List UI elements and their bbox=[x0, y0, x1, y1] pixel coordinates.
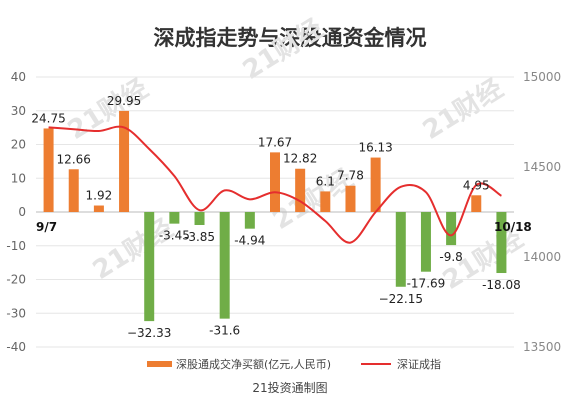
left-tick-label: 40 bbox=[11, 70, 26, 84]
bar bbox=[244, 212, 255, 229]
bar-value-label: -3.45 bbox=[159, 229, 190, 243]
left-tick-label: 0 bbox=[18, 205, 26, 219]
bar bbox=[270, 152, 280, 212]
bar-value-label: 16.13 bbox=[358, 141, 392, 155]
bar bbox=[420, 212, 431, 272]
bar-value-label: 17.67 bbox=[258, 135, 292, 149]
bar bbox=[295, 168, 306, 212]
line-series bbox=[48, 125, 502, 244]
bar bbox=[370, 157, 381, 212]
bar bbox=[320, 191, 331, 212]
right-axis: 13500 14000 14500 15000 bbox=[523, 70, 561, 354]
bar-value-label: -4.94 bbox=[234, 234, 265, 248]
bar bbox=[219, 212, 230, 319]
bar bbox=[43, 128, 54, 212]
bar-value-label: 6.1 bbox=[316, 174, 335, 188]
bar-value-label: −22.15 bbox=[379, 292, 423, 306]
right-tick-label: 14500 bbox=[523, 160, 561, 174]
data-labels: 24.75 12.66 1.92 29.95 −32.33 -3.45-3.85 -31.6… bbox=[31, 94, 520, 340]
bar bbox=[446, 212, 457, 246]
legend-bar-swatch bbox=[147, 361, 172, 367]
bar bbox=[471, 195, 482, 212]
left-tick-label: 20 bbox=[11, 138, 26, 152]
bar bbox=[93, 205, 104, 212]
bar-value-label: -31.6 bbox=[209, 324, 240, 338]
legend: 深股通成交净买额(亿元,人民币) 深证成指 bbox=[147, 357, 441, 371]
left-tick-label: -20 bbox=[6, 273, 26, 287]
bar bbox=[119, 110, 130, 212]
watermark-text: 21财经 bbox=[62, 73, 153, 146]
left-tick-label: -30 bbox=[6, 306, 26, 320]
bar bbox=[169, 212, 180, 224]
end-date-label: 10/18 bbox=[494, 220, 532, 234]
chart-title: 深成指走势与深股通资金情况 bbox=[154, 26, 427, 50]
start-date-label: 9/7 bbox=[36, 220, 57, 234]
right-tick-label: 15000 bbox=[523, 70, 561, 84]
bar bbox=[496, 212, 507, 274]
bar-value-label: 4.95 bbox=[463, 178, 490, 192]
bar bbox=[345, 185, 356, 212]
bar-value-label: 12.82 bbox=[283, 152, 317, 166]
legend-line-label: 深证成指 bbox=[397, 357, 441, 371]
legend-bar-label: 深股通成交净买额(亿元,人民币) bbox=[176, 357, 331, 371]
bar-value-label: 29.95 bbox=[107, 94, 141, 108]
left-tick-label: -10 bbox=[6, 239, 26, 253]
bar-value-label: 7.78 bbox=[337, 169, 364, 183]
bar-value-label: -9.8 bbox=[439, 250, 462, 264]
bar-value-label: -17.69 bbox=[407, 277, 446, 291]
bar-value-label: -18.08 bbox=[482, 278, 521, 292]
right-tick-label: 14000 bbox=[523, 250, 561, 264]
left-axis: -40 -30 -20 -10 0 10 20 30 40 bbox=[6, 70, 26, 354]
left-tick-label: 10 bbox=[11, 171, 26, 185]
bar-series bbox=[43, 110, 507, 322]
bar-value-label: -3.85 bbox=[184, 230, 215, 244]
bar-value-label: 1.92 bbox=[86, 189, 113, 203]
left-tick-label: -40 bbox=[6, 340, 26, 354]
bar-value-label: 24.75 bbox=[31, 111, 65, 125]
footer-credit: 21投资通制图 bbox=[252, 380, 327, 395]
bar bbox=[68, 169, 79, 212]
bar-value-label: −32.33 bbox=[127, 326, 171, 340]
bar bbox=[194, 212, 205, 225]
bar bbox=[144, 212, 155, 322]
watermark-text: 21财经 bbox=[87, 213, 178, 286]
right-tick-label: 13500 bbox=[523, 340, 561, 354]
watermark-text: 21财经 bbox=[417, 73, 508, 146]
left-tick-label: 30 bbox=[11, 104, 26, 118]
index-line bbox=[48, 125, 502, 244]
bar bbox=[395, 212, 406, 287]
bar-value-label: 12.66 bbox=[57, 152, 91, 166]
